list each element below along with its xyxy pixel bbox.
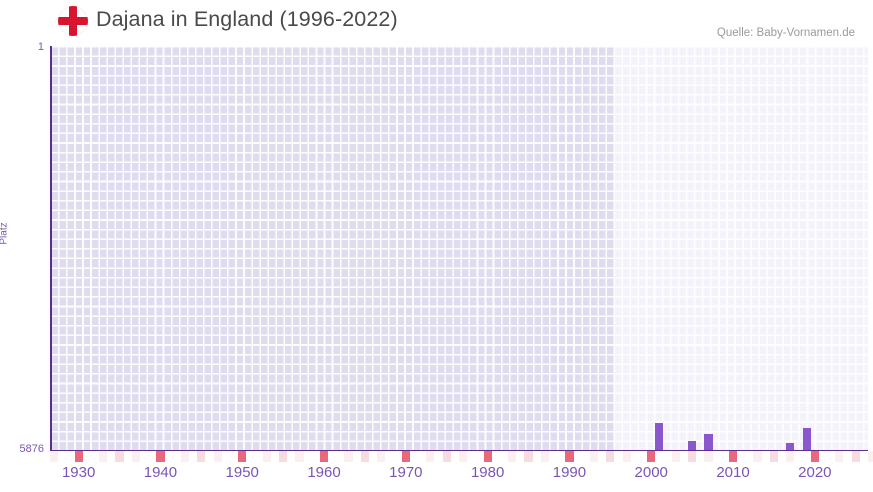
x-tick-label-2020: 2020 [798,464,832,481]
axis-marker-1983 [508,451,517,462]
x-axis-line [50,449,868,452]
x-tick-label-1960: 1960 [307,464,341,481]
y-axis-title: Platz [0,222,10,245]
y-tick-label-top: 1 [37,41,44,53]
axis-marker-1943 [180,451,190,462]
axis-marker-1977 [459,451,468,462]
axis-marker-2027 [868,451,873,462]
flag-cross-vertical [69,6,77,36]
axis-marker-1927 [50,451,59,462]
axis-marker-1973 [426,451,435,462]
bar-2005[interactable] [688,441,697,450]
axis-marker-2000 [647,451,656,462]
axis-marker-2010 [728,451,738,462]
axis-marker-1955 [279,451,288,462]
y-axis-line [50,46,52,450]
x-tick-label-1970: 1970 [389,464,423,481]
axis-marker-1950 [238,451,247,462]
axis-marker-1940 [156,451,165,462]
axis-marker-2007 [704,451,713,462]
highlight-band [614,46,868,450]
axis-marker-1933 [99,451,108,462]
axis-marker-1947 [213,451,222,462]
axis-marker-1945 [197,451,206,462]
england-flag-icon [58,6,88,36]
axis-marker-1957 [295,451,304,462]
axis-marker-2013 [753,451,762,462]
chart-header: Dajana in England (1996-2022) Quelle: Ba… [0,0,873,44]
axis-marker-1975 [442,451,451,462]
y-tick-label-bottom: 5876 [19,443,44,455]
plot-area [50,46,868,450]
axis-marker-2003 [671,451,680,462]
axis-marker-2020 [810,451,819,462]
source-label: Quelle: Baby-Vornamen.de [716,27,855,39]
x-tick-label-1950: 1950 [225,464,259,481]
axis-marker-1985 [524,451,533,462]
axis-marker-1980 [483,451,492,462]
x-tick-label-1940: 1940 [143,464,178,481]
bar-2017[interactable] [786,443,795,450]
x-tick-label-1980: 1980 [470,464,505,481]
axis-marker-1970 [401,451,410,462]
bar-2019[interactable] [802,428,811,450]
axis-marker-1990 [565,451,574,462]
axis-marker-2017 [786,451,795,462]
axis-marker-1995 [606,451,615,462]
axis-marker-2023 [835,451,844,462]
axis-marker-1953 [262,451,271,462]
axis-marker-1960 [319,451,329,462]
bar-2007[interactable] [704,433,713,450]
axis-marker-1937 [131,451,140,462]
x-tick-label-2010: 2010 [716,464,750,481]
chart-title: Dajana in England (1996-2022) [96,7,398,31]
axis-marker-2015 [769,451,778,462]
axis-marker-1963 [344,451,353,462]
axis-marker-1997 [622,451,631,462]
axis-marker-1987 [540,451,549,462]
x-tick-label-2000: 2000 [634,464,668,481]
axis-marker-1967 [377,451,386,462]
bar-2001[interactable] [655,422,664,450]
axis-marker-2005 [688,451,697,462]
axis-marker-1935 [115,451,124,462]
x-tick-label-1990: 1990 [552,464,587,481]
axis-marker-2025 [851,451,860,462]
axis-marker-1965 [360,451,369,462]
axis-marker-1993 [589,451,599,462]
x-tick-label-1930: 1930 [61,464,96,481]
axis-marker-1930 [74,451,83,462]
